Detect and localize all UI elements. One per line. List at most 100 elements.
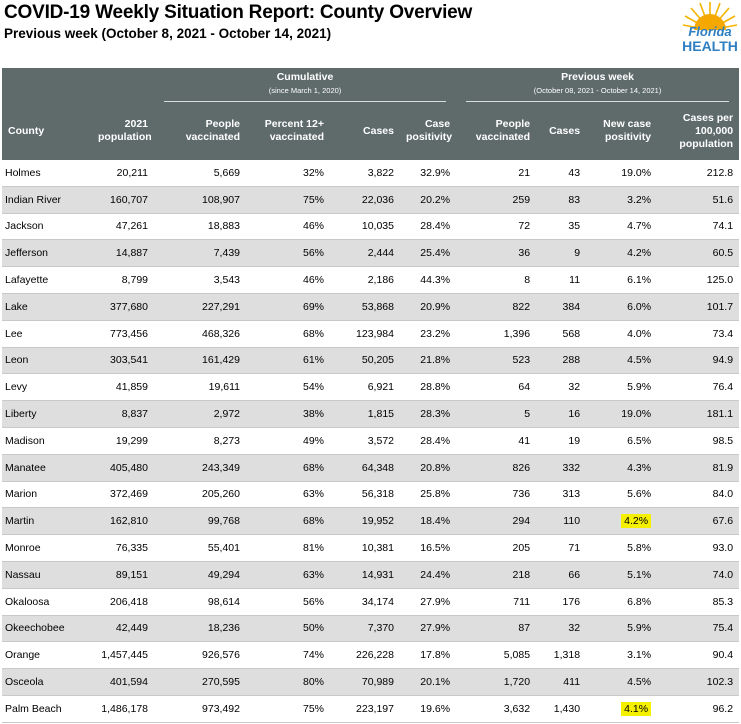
case-positivity-cell: 24.4%: [400, 561, 457, 589]
percent-vaccinated-cell: 75%: [246, 186, 330, 214]
people-vaccinated-cell: 18,883: [154, 213, 246, 241]
new-case-positivity-cell: 5.9%: [586, 615, 658, 643]
cases-cell: 226,228: [330, 641, 400, 670]
percent-vaccinated-cell: 56%: [246, 239, 330, 268]
county-overview-table: Cumulative (since March 1, 2020) Previou…: [2, 68, 740, 723]
case-positivity-cell: 28.4%: [400, 213, 457, 241]
week-cases-cell: 32: [536, 615, 587, 643]
cases-per-100k-cell: 181.1: [657, 400, 740, 428]
highlighted-value: 4.2%: [621, 514, 652, 529]
week-people-vaccinated-cell: 3,632: [456, 695, 537, 723]
week-people-vaccinated-cell: 87: [456, 615, 537, 643]
week-people-vaccinated-cell: 21: [456, 160, 537, 187]
sun-icon: [682, 2, 738, 31]
new-case-positivity-cell: 19.0%: [586, 160, 658, 187]
highlighted-value: 4.1%: [621, 701, 652, 716]
cases-cell: 7,370: [330, 615, 400, 643]
county-cell: Orange: [2, 641, 92, 670]
week-cases-cell: 176: [536, 588, 587, 616]
county-cell: Okaloosa: [2, 588, 92, 616]
new-case-positivity-cell: 4.3%: [586, 454, 658, 482]
case-positivity-cell: 16.5%: [400, 534, 457, 562]
cases-cell: 10,381: [330, 534, 400, 562]
new-case-positivity-cell: 4.5%: [586, 668, 658, 696]
people-vaccinated-cell: 2,972: [154, 400, 246, 428]
report-title: COVID-19 Weekly Situation Report: County…: [4, 2, 473, 23]
cases-cell: 70,989: [330, 668, 400, 696]
people-vaccinated-cell: 5,669: [154, 160, 246, 187]
case-positivity-cell: 44.3%: [400, 266, 457, 294]
previous-week-group-rule: [466, 101, 730, 102]
people-vaccinated-cell: 270,595: [154, 668, 246, 696]
week-people-vaccinated-cell: 294: [456, 507, 537, 536]
week-cases-cell: 71: [536, 534, 587, 562]
week-cases-cell: 110: [536, 507, 587, 536]
population-cell: 47,261: [92, 213, 154, 241]
percent-vaccinated-cell: 61%: [246, 347, 330, 375]
col-header-case-positivity: Case positivity: [400, 102, 457, 160]
col-header-people-vaccinated: People vaccinated: [154, 102, 246, 160]
table-row: Liberty 8,837 2,972 38% 1,815 28.3% 5 16 19.0% 18…: [2, 400, 740, 428]
table-row: Marion 372,469 205,260 63% 56,318 25.8% 736 313…: [2, 481, 740, 509]
week-people-vaccinated-cell: 41: [456, 427, 537, 455]
percent-vaccinated-cell: 63%: [246, 561, 330, 589]
percent-vaccinated-cell: 46%: [246, 213, 330, 241]
case-positivity-cell: 23.2%: [400, 320, 457, 348]
county-cell: Martin: [2, 507, 92, 536]
cases-cell: 6,921: [330, 373, 400, 402]
case-positivity-cell: 27.9%: [400, 615, 457, 643]
cases-per-100k-cell: 96.2: [657, 695, 740, 723]
county-cell: Liberty: [2, 400, 92, 428]
case-positivity-cell: 32.9%: [400, 160, 457, 187]
table-row: Osceola 401,594 270,595 80% 70,989 20.1% 1,720…: [2, 668, 740, 696]
table-row: Manatee 405,480 243,349 68% 64,348 20.8% 826 33…: [2, 454, 740, 482]
population-cell: 89,151: [92, 561, 154, 589]
people-vaccinated-cell: 227,291: [154, 293, 246, 321]
county-cell: Levy: [2, 373, 92, 402]
cases-per-100k-cell: 60.5: [657, 239, 740, 268]
col-header-new-case-positivity: New case positivity: [586, 102, 658, 160]
county-cell: Palm Beach: [2, 695, 92, 723]
week-people-vaccinated-cell: 5: [456, 400, 537, 428]
new-case-positivity-cell: 5.6%: [586, 481, 658, 509]
population-cell: 14,887: [92, 239, 154, 268]
county-cell: Lafayette: [2, 266, 92, 294]
col-header-cases: Cases: [330, 102, 400, 160]
population-cell: 372,469: [92, 481, 154, 509]
cases-cell: 3,572: [330, 427, 400, 455]
county-cell: Marion: [2, 481, 92, 509]
new-case-positivity-cell: 6.5%: [586, 427, 658, 455]
percent-vaccinated-cell: 74%: [246, 641, 330, 670]
col-header-cases-per-100k: Cases per 100,000 population: [657, 102, 740, 160]
table-row: Indian River 160,707 108,907 75% 22,036 20.2%…: [2, 186, 740, 214]
people-vaccinated-cell: 98,614: [154, 588, 246, 616]
week-cases-cell: 384: [536, 293, 587, 321]
people-vaccinated-cell: 49,294: [154, 561, 246, 589]
people-vaccinated-cell: 55,401: [154, 534, 246, 562]
percent-vaccinated-cell: 68%: [246, 454, 330, 482]
case-positivity-cell: 28.3%: [400, 400, 457, 428]
cases-cell: 2,186: [330, 266, 400, 294]
new-case-positivity-cell: 4.0%: [586, 320, 658, 348]
percent-vaccinated-cell: 38%: [246, 400, 330, 428]
population-cell: 160,707: [92, 186, 154, 214]
cumulative-group-subtitle: (since March 1, 2020): [268, 86, 342, 95]
cases-cell: 3,822: [330, 160, 400, 187]
county-cell: Manatee: [2, 454, 92, 482]
table-row: Lake 377,680 227,291 69% 53,868 20.9% 822 384 6.…: [2, 293, 740, 321]
cases-cell: 34,174: [330, 588, 400, 616]
county-cell: Okeechobee: [2, 615, 92, 643]
col-header-percent-vaccinated: Percent 12+ vaccinated: [246, 102, 330, 160]
cases-cell: 14,931: [330, 561, 400, 589]
county-cell: Indian River: [2, 186, 92, 214]
week-people-vaccinated-cell: 64: [456, 373, 537, 402]
case-positivity-cell: 25.8%: [400, 481, 457, 509]
case-positivity-cell: 28.8%: [400, 373, 457, 402]
table-row: Orange 1,457,445 926,576 74% 226,228 17.8% 5,0…: [2, 641, 740, 670]
cumulative-group-header: Cumulative (since March 1, 2020): [154, 68, 457, 102]
week-people-vaccinated-cell: 205: [456, 534, 537, 562]
cases-cell: 223,197: [330, 695, 400, 723]
report-subtitle: Previous week (October 8, 2021 - October…: [4, 26, 332, 41]
col-header-county: County: [2, 102, 92, 160]
percent-vaccinated-cell: 56%: [246, 588, 330, 616]
